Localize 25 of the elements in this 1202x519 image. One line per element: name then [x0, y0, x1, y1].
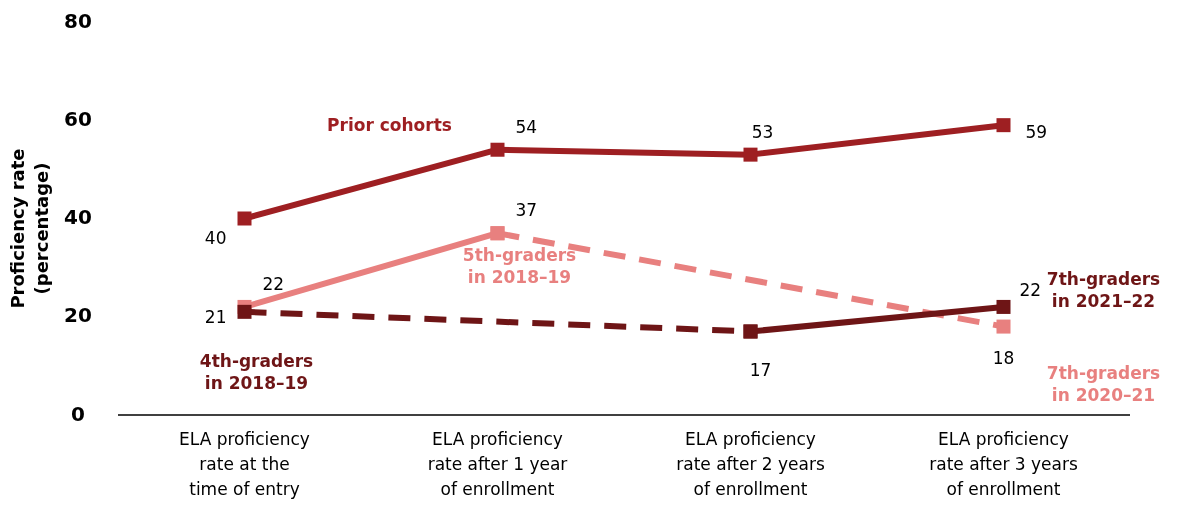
series-label: Prior cohorts: [327, 114, 452, 135]
x-tick-label: ELA proficiency rate after 3 years of enrollment: [929, 429, 1078, 499]
data-label: 40: [204, 227, 227, 248]
x-tick-label: ELA proficiency rate after 2 years of enrollment: [676, 429, 825, 499]
text: 7th-graders in 2020–21: [1046, 362, 1161, 405]
y-tick-label: 60: [64, 106, 92, 131]
data-label: 53: [751, 121, 774, 142]
data-label: 18: [992, 347, 1015, 368]
data-label: 22: [262, 273, 285, 294]
y-tick-label: 80: [64, 8, 92, 33]
y-tick-label: 20: [64, 303, 92, 328]
data-label: 22: [1019, 279, 1042, 300]
text: 7th-graders in 2021–22: [1046, 268, 1161, 311]
data-label: 21: [204, 306, 227, 327]
data-label: 59: [1025, 122, 1048, 143]
data-label: 54: [515, 116, 538, 137]
text: 4th-graders in 2018–19: [199, 350, 314, 393]
y-axis-title: Proficiency rate (percentage): [7, 148, 52, 309]
y-tick-label: 40: [64, 205, 92, 229]
x-tick-label: ELA proficiency rate after 1 year of enrollment: [427, 429, 568, 499]
data-label: 37: [515, 200, 538, 221]
series-label: 5th-graders in 2018–19: [462, 245, 577, 288]
x-tick-label: ELA proficiency rate at the time of entry: [179, 429, 310, 499]
y-tick-label: 0: [71, 401, 85, 426]
data-label: 17: [749, 360, 772, 381]
